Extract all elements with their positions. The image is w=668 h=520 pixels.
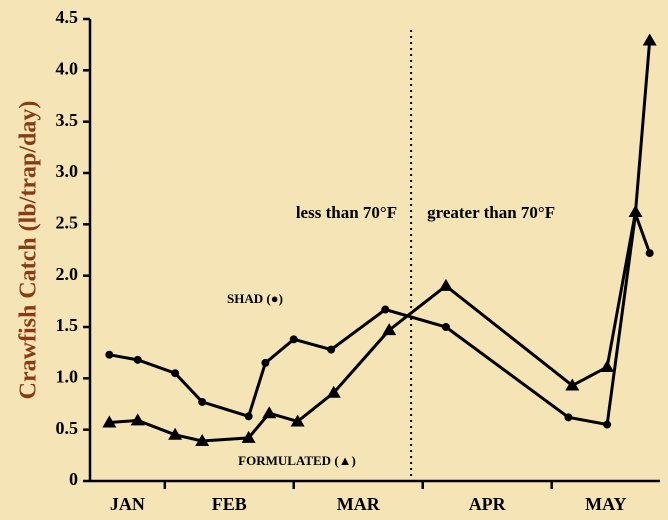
x-tick-label: FEB bbox=[212, 494, 247, 514]
y-tick-label: 0.5 bbox=[56, 418, 79, 438]
point bbox=[290, 414, 305, 427]
y-tick-label: 0 bbox=[69, 469, 78, 489]
y-tick-label: 4.5 bbox=[56, 7, 79, 27]
y-tick-label: 4.0 bbox=[56, 58, 79, 78]
y-tick-label: 1.5 bbox=[56, 315, 79, 335]
series-label: FORMULATED (▲) bbox=[238, 453, 356, 468]
y-tick-label: 1.0 bbox=[56, 366, 79, 386]
x-tick-label: MAY bbox=[585, 494, 626, 514]
y-tick-label: 3.0 bbox=[56, 161, 79, 181]
y-axis-label: Crawfish Catch (lb/trap/day) bbox=[16, 101, 42, 400]
series-line bbox=[109, 213, 652, 427]
point bbox=[645, 249, 654, 258]
point bbox=[289, 335, 298, 344]
annotation: less than 70°F bbox=[296, 203, 397, 222]
x-tick-label: APR bbox=[469, 494, 507, 514]
point bbox=[628, 205, 643, 218]
y-tick-label: 2.5 bbox=[56, 212, 79, 232]
point bbox=[195, 433, 210, 446]
point bbox=[261, 358, 270, 367]
point bbox=[168, 427, 183, 440]
point bbox=[262, 406, 277, 419]
point bbox=[130, 413, 145, 426]
point bbox=[603, 420, 612, 429]
point bbox=[241, 430, 256, 443]
point bbox=[102, 415, 117, 428]
point bbox=[171, 369, 180, 378]
point bbox=[600, 360, 615, 373]
point bbox=[382, 323, 397, 336]
series-label: SHAD (●) bbox=[227, 291, 283, 306]
point bbox=[244, 412, 253, 421]
annotation: greater than 70°F bbox=[427, 203, 555, 222]
point bbox=[564, 413, 573, 422]
y-tick-label: 2.0 bbox=[56, 264, 79, 284]
point bbox=[565, 378, 580, 391]
point bbox=[327, 345, 336, 354]
point bbox=[133, 355, 142, 364]
point bbox=[642, 33, 657, 46]
point bbox=[381, 305, 390, 314]
point bbox=[438, 278, 453, 291]
x-tick-label: JAN bbox=[110, 494, 145, 514]
point bbox=[326, 385, 341, 398]
series-line bbox=[109, 40, 652, 443]
point bbox=[105, 350, 114, 359]
point bbox=[198, 397, 207, 406]
y-tick-label: 3.5 bbox=[56, 110, 79, 130]
x-tick-label: MAR bbox=[337, 494, 381, 514]
point bbox=[441, 323, 450, 331]
